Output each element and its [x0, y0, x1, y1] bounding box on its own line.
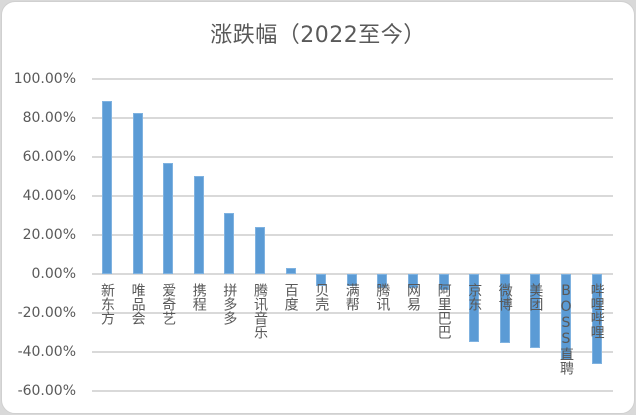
bar: [316, 274, 327, 286]
y-tick-label: 0.00%: [31, 266, 76, 282]
x-category-label: 腾讯音乐: [252, 283, 268, 339]
bar: [163, 163, 174, 274]
y-tick-label: 20.00%: [22, 227, 76, 243]
bar: [102, 101, 112, 274]
y-tick-label: 60.00%: [22, 149, 76, 165]
x-category-label: 阿里巴巴: [435, 283, 452, 339]
x-category-label: 拼多多: [221, 283, 238, 325]
x-category-label: BOSS直聘: [558, 283, 574, 375]
bar: [438, 274, 449, 290]
gridline: [92, 156, 613, 158]
x-category-label: 百度: [282, 283, 299, 311]
bar: [132, 112, 143, 274]
y-tick-label: 100.00%: [13, 71, 76, 87]
x-category-label: 爱奇艺: [160, 283, 177, 325]
y-tick-label: 40.00%: [22, 188, 76, 204]
gridline: [92, 117, 613, 119]
x-category-label: 网易: [405, 283, 421, 311]
bar: [530, 274, 541, 348]
x-category-label: 贝壳: [313, 283, 330, 311]
chart-title: 涨跌幅（2022至今）: [210, 23, 426, 48]
bar: [561, 274, 571, 360]
x-category-label: 微博: [496, 283, 513, 311]
bar: [224, 212, 235, 274]
bar: [469, 274, 480, 343]
bar: [193, 175, 204, 274]
bar: [377, 274, 388, 288]
gridline: [92, 351, 613, 353]
gridline: [92, 312, 613, 314]
gridline: [92, 234, 613, 236]
y-tick-label: 80.00%: [22, 110, 76, 126]
gridline: [92, 78, 613, 80]
y-tick-label: -20.00%: [17, 305, 76, 321]
x-category-label: 腾讯: [374, 283, 391, 311]
x-category-label: 新东方: [99, 283, 115, 325]
bar: [285, 268, 296, 274]
x-category-label: 唯品会: [129, 283, 146, 325]
x-category-label: 携程: [190, 283, 207, 311]
y-tick-label: -40.00%: [17, 344, 76, 360]
bar: [499, 274, 510, 344]
bar: [591, 274, 602, 364]
x-category-label: 满帮: [343, 283, 360, 311]
bar: [346, 274, 357, 286]
x-category-label: 京东: [466, 283, 483, 311]
x-category-label: 美团: [527, 283, 544, 311]
y-tick-label: -60.00%: [17, 383, 76, 399]
gridline: [92, 195, 613, 197]
bar: [255, 227, 265, 274]
bar: [408, 274, 418, 288]
x-category-label: 哔哩哔哩: [588, 283, 605, 339]
gridline: [92, 390, 613, 392]
